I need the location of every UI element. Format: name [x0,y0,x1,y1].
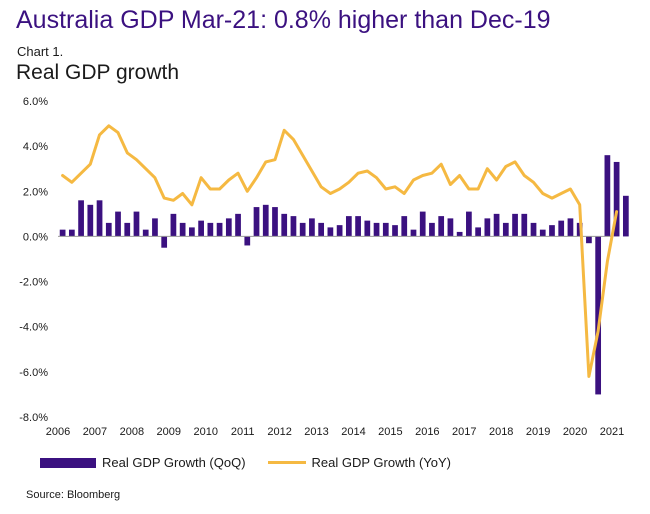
bar-qoq [484,218,491,237]
bar-qoq [530,222,537,237]
bar-qoq [281,213,288,237]
bar-qoq [613,161,620,237]
x-tick-label: 2016 [415,426,439,438]
bar-qoq [586,236,592,244]
x-tick-label: 2012 [267,426,291,438]
bar-qoq [290,216,297,237]
x-tick-label: 2006 [46,426,70,438]
x-tick-label: 2011 [231,426,255,438]
bar-qoq [189,227,195,237]
bar-qoq [96,200,103,237]
bar-qoq [622,195,629,237]
bar-qoq [493,213,500,237]
bar-qoq [604,155,611,237]
y-tick-label: -4.0% [19,322,48,334]
chart-number-label: Chart 1. [17,44,64,59]
bar-qoq [179,222,186,237]
bar-qoq [345,216,352,237]
bar-qoq [521,213,528,237]
bar-qoq [78,200,84,237]
bar-qoq [447,218,454,237]
bar-qoq [429,222,435,237]
bar-qoq [216,222,223,237]
bar-qoq [373,222,380,237]
bar-qoq [475,227,481,237]
bar-qoq [262,204,269,237]
bar-qoq [198,220,204,237]
bar-qoq [225,218,232,237]
gdp-chart: 6.0% 4.0% 2.0% 0.0% -2.0% -4.0% -6.0% -8.0% 2006… [19,96,629,438]
legend-item-yoy: Real GDP Growth (YoY) [267,455,451,470]
bar-qoq [59,229,66,237]
x-tick-label: 2020 [563,426,587,438]
x-tick-label: 2015 [378,426,402,438]
bar-qoq [68,229,75,237]
x-tick-label: 2021 [600,426,624,438]
bar-qoq [539,229,546,237]
bar-qoq [466,211,472,237]
bar-qoq [549,225,555,237]
legend-label-yoy: Real GDP Growth (YoY) [311,455,451,470]
y-tick-label: 4.0% [23,141,48,153]
bar-qoq [336,225,343,237]
bar-qoq [392,225,398,237]
bar-qoq [299,222,306,237]
y-tick-label: 0.0% [23,231,48,243]
x-tick-label: 2019 [526,426,550,438]
x-tick-label: 2017 [452,426,476,438]
legend-swatch-line [267,461,306,464]
bar-qoq [401,216,408,237]
bar-qoq [318,222,325,237]
legend-label-qoq: Real GDP Growth (QoQ) [102,455,246,470]
bar-qoq [170,213,177,237]
y-tick-label: 2.0% [23,186,48,198]
x-tick-label: 2013 [304,426,328,438]
bar-qoq [410,229,417,237]
bar-qoq [87,204,94,237]
y-tick-label: -6.0% [19,367,48,379]
bar-qoq [419,211,426,237]
bar-qoq [244,236,251,246]
bar-qoq [235,213,241,237]
bar-qoq [253,207,260,237]
bar-qoq [327,227,334,237]
x-tick-label: 2014 [341,426,365,438]
chart-legend: Real GDP Growth (QoQ) Real GDP Growth (Y… [40,455,473,470]
y-tick-label: -2.0% [19,277,48,289]
bar-qoq [272,207,278,237]
x-tick-label: 2009 [157,426,181,438]
bar-qoq [567,218,574,237]
y-tick-label: -8.0% [19,412,48,424]
x-tick-label: 2008 [120,426,144,438]
bar-qoq [142,229,149,237]
bar-qoq [355,216,361,237]
chart-title: Real GDP growth [16,61,180,84]
source-note: Source: Bloomberg [26,489,121,501]
legend-item-qoq: Real GDP Growth (QoQ) [40,455,246,470]
bar-qoq [502,222,509,237]
bar-qoq [207,222,214,237]
bar-qoq [438,216,445,237]
bar-qoq [595,236,602,395]
headline: Australia GDP Mar-21: 0.8% higher than D… [16,6,551,34]
bar-qoq [309,218,315,237]
bar-qoq [558,220,565,237]
y-tick-label: 6.0% [23,96,48,108]
bar-qoq [124,222,131,237]
x-tick-label: 2018 [489,426,513,438]
legend-swatch-bar [40,457,96,468]
bar-qoq [364,220,371,237]
x-tick-label: 2010 [193,426,217,438]
bar-qoq [105,222,112,237]
bar-qoq [382,222,389,237]
bar-qoq [152,218,158,237]
bar-qoq [115,211,121,237]
bar-qoq [512,213,518,237]
x-tick-label: 2007 [83,426,107,438]
bar-qoq [456,231,463,237]
bar-qoq [161,236,168,248]
line-yoy [61,124,619,378]
bar-qoq [133,211,140,237]
